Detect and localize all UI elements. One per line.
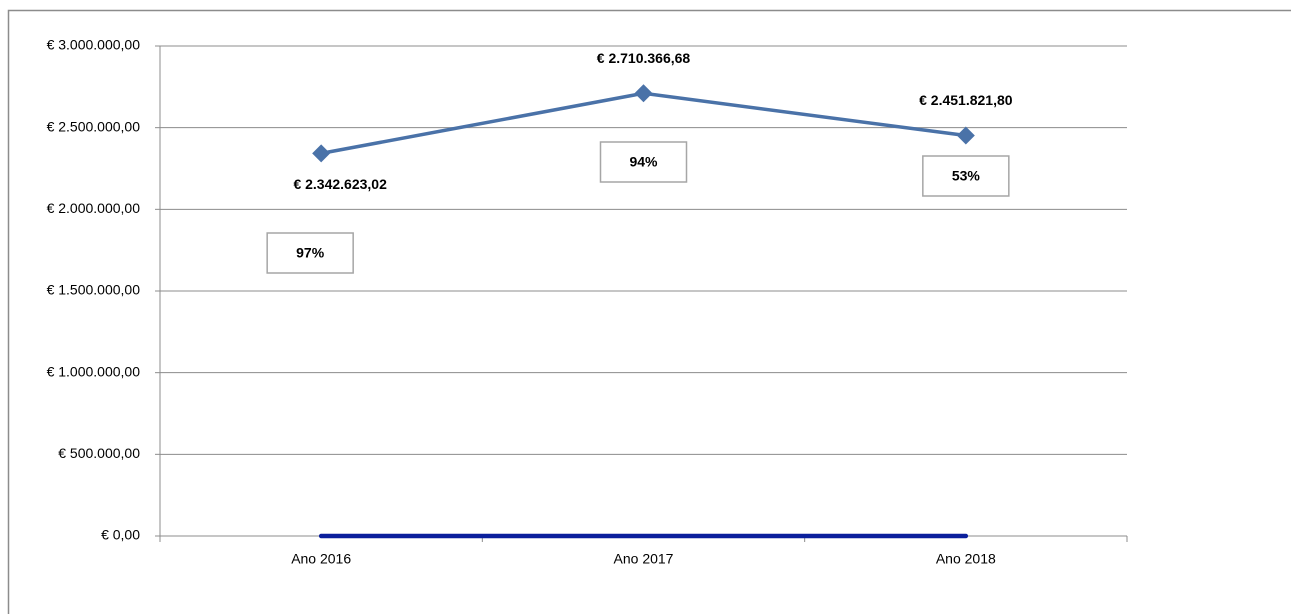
y-tick-label: € 2.500.000,00 (47, 118, 141, 134)
label-box (599, 141, 688, 183)
data-label: 94% (629, 154, 658, 170)
data-label: 97% (296, 245, 325, 261)
data-label: € 2.342.623,02 (293, 176, 387, 192)
y-tick-label: € 3.000.000,00 (47, 37, 141, 53)
data-label: € 2.710.366,68 (597, 50, 691, 66)
data-label: € 2.451.821,80 (919, 92, 1013, 108)
y-tick-label: € 0,00 (101, 527, 140, 543)
marker (956, 126, 975, 145)
label-box (922, 155, 1010, 197)
x-tick-label: Ano 2018 (936, 551, 996, 567)
label-box (266, 232, 354, 274)
y-tick-label: € 2.000.000,00 (47, 200, 141, 216)
x-tick-label: Ano 2017 (614, 551, 674, 567)
y-tick-label: € 1.500.000,00 (47, 282, 141, 298)
marker (634, 84, 653, 103)
y-tick-label: € 1.000.000,00 (47, 363, 141, 379)
chart-border (7, 9, 1291, 614)
x-tick-label: Ano 2016 (291, 551, 351, 567)
marker (312, 144, 331, 163)
data-label: 53% (952, 168, 981, 184)
y-tick-label: € 500.000,00 (58, 445, 140, 461)
